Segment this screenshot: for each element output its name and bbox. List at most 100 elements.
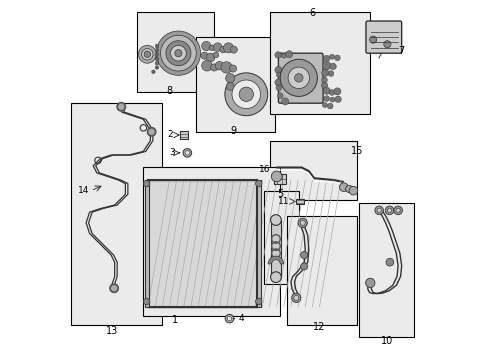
- Circle shape: [326, 103, 332, 109]
- Text: 7: 7: [398, 46, 404, 57]
- Circle shape: [143, 180, 149, 187]
- Bar: [180, 131, 188, 139]
- Circle shape: [329, 54, 334, 59]
- Circle shape: [285, 51, 292, 58]
- Circle shape: [328, 90, 334, 95]
- Circle shape: [231, 80, 260, 109]
- Circle shape: [160, 35, 196, 71]
- Bar: [269, 141, 356, 200]
- Bar: [264, 192, 299, 284]
- Bar: [137, 12, 214, 93]
- Circle shape: [329, 63, 336, 69]
- Circle shape: [293, 296, 298, 300]
- Circle shape: [143, 298, 149, 305]
- Circle shape: [255, 180, 262, 187]
- Circle shape: [111, 286, 116, 291]
- Circle shape: [155, 49, 159, 52]
- Circle shape: [395, 208, 400, 212]
- Circle shape: [322, 103, 326, 108]
- Circle shape: [155, 62, 159, 65]
- Bar: [148, 180, 257, 307]
- Circle shape: [274, 79, 282, 86]
- Circle shape: [239, 87, 253, 102]
- Bar: [142, 167, 280, 316]
- Circle shape: [385, 258, 393, 266]
- Bar: [296, 199, 304, 204]
- Circle shape: [151, 70, 155, 73]
- Circle shape: [270, 272, 281, 283]
- Circle shape: [210, 64, 217, 71]
- Circle shape: [294, 73, 303, 82]
- Bar: [145, 180, 149, 307]
- Circle shape: [185, 151, 189, 155]
- Circle shape: [393, 206, 402, 215]
- Text: 9: 9: [229, 126, 236, 136]
- Circle shape: [229, 65, 236, 72]
- Bar: [71, 103, 162, 325]
- Circle shape: [281, 53, 285, 58]
- Circle shape: [374, 206, 383, 215]
- Text: 13: 13: [106, 326, 118, 336]
- FancyBboxPatch shape: [278, 53, 323, 103]
- Circle shape: [274, 66, 282, 73]
- Circle shape: [119, 104, 123, 109]
- Circle shape: [213, 52, 218, 58]
- Circle shape: [385, 206, 393, 215]
- Circle shape: [277, 93, 283, 99]
- Circle shape: [280, 59, 317, 96]
- Circle shape: [144, 51, 150, 58]
- Circle shape: [224, 73, 267, 116]
- Circle shape: [201, 41, 210, 51]
- Text: 8: 8: [166, 86, 172, 96]
- Circle shape: [291, 293, 300, 302]
- Circle shape: [376, 208, 381, 212]
- Circle shape: [383, 41, 390, 48]
- Circle shape: [155, 66, 159, 69]
- Bar: [270, 220, 281, 277]
- Circle shape: [321, 82, 327, 89]
- Circle shape: [323, 55, 329, 62]
- Circle shape: [276, 72, 281, 77]
- Circle shape: [255, 298, 262, 305]
- Wedge shape: [267, 256, 283, 264]
- Bar: [196, 37, 274, 132]
- Circle shape: [270, 215, 281, 225]
- Circle shape: [142, 49, 153, 60]
- Circle shape: [183, 149, 191, 157]
- Circle shape: [155, 57, 159, 61]
- Circle shape: [345, 185, 352, 193]
- Circle shape: [209, 45, 215, 51]
- Circle shape: [165, 41, 190, 66]
- Circle shape: [201, 60, 212, 71]
- Bar: [257, 180, 260, 307]
- Circle shape: [221, 62, 232, 73]
- Circle shape: [223, 43, 233, 53]
- Text: 15: 15: [350, 147, 363, 157]
- Circle shape: [321, 77, 326, 83]
- Bar: [273, 174, 285, 184]
- Circle shape: [227, 316, 231, 321]
- Circle shape: [149, 129, 154, 134]
- Circle shape: [322, 62, 330, 70]
- Circle shape: [206, 53, 214, 62]
- Circle shape: [348, 186, 357, 195]
- Text: 14: 14: [78, 186, 89, 195]
- Circle shape: [281, 98, 288, 105]
- Circle shape: [201, 52, 207, 59]
- Circle shape: [225, 73, 234, 83]
- Circle shape: [386, 208, 391, 212]
- Circle shape: [155, 53, 159, 57]
- Circle shape: [287, 67, 309, 89]
- Circle shape: [300, 220, 305, 225]
- Circle shape: [156, 31, 200, 75]
- Circle shape: [155, 44, 159, 48]
- Circle shape: [300, 263, 307, 270]
- Bar: [358, 203, 413, 337]
- Text: 10: 10: [380, 336, 392, 346]
- Circle shape: [175, 50, 182, 57]
- Circle shape: [323, 87, 329, 94]
- Circle shape: [323, 96, 329, 102]
- Text: 6: 6: [309, 8, 315, 18]
- Circle shape: [365, 278, 374, 288]
- Text: 3: 3: [169, 148, 175, 157]
